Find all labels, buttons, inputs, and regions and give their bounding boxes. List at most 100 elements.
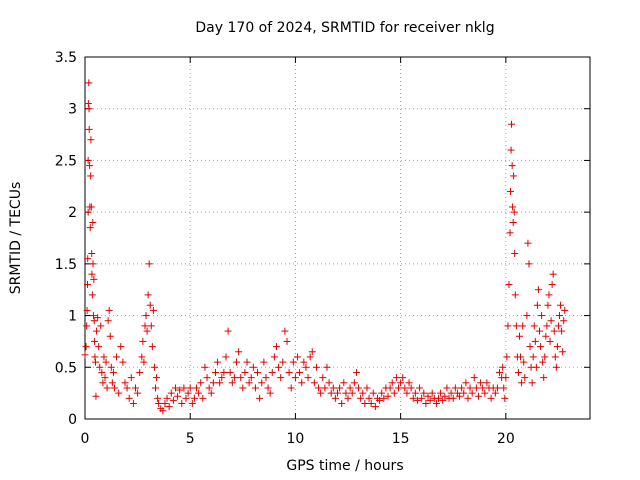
data-point [503,353,511,361]
data-point [165,403,173,411]
data-point [141,322,149,330]
data-point [551,353,559,361]
data-point [458,384,466,392]
data-point [302,363,310,371]
data-point [468,389,476,397]
data-point [508,162,516,170]
data-point [369,389,377,397]
data-point [127,374,135,382]
x-tick-label: 20 [497,431,515,447]
data-point [100,353,108,361]
data-point [96,363,104,371]
data-point [546,337,554,345]
data-point [188,399,196,407]
data-point [235,348,243,356]
data-point [530,322,538,330]
data-point [97,322,105,330]
data-point [321,384,329,392]
data-point [199,394,207,402]
data-point [86,224,94,232]
data-point [516,332,524,340]
data-point [218,374,226,382]
data-point [426,396,434,404]
data-point [211,368,219,376]
data-point [464,394,472,402]
y-tick-label: 2.5 [55,153,77,169]
data-point [84,208,92,216]
data-point [509,218,517,226]
data-point [132,384,139,392]
data-point [352,368,360,376]
data-point [87,203,95,211]
y-tick-label: 3.5 [55,50,77,66]
data-point [388,379,396,387]
grid-lines [85,57,590,419]
data-point [285,368,293,376]
data-point [470,374,478,382]
data-point [298,379,306,387]
data-point [92,358,100,366]
data-point [241,368,249,376]
data-point [315,384,323,392]
data-point [540,374,548,382]
data-point [559,348,567,356]
data-point [92,392,100,400]
data-point [350,379,358,387]
data-point [233,358,240,366]
data-point [108,379,116,387]
data-point [95,343,103,351]
data-point [509,203,517,211]
data-point [474,392,482,400]
data-point [533,301,541,309]
data-point [441,392,449,400]
data-point [538,312,546,320]
data-point [90,317,98,325]
data-point [84,100,92,108]
data-point [89,312,97,320]
data-point [449,394,457,402]
data-point [84,255,92,263]
data-point [281,327,289,335]
data-point [325,379,333,387]
data-point [390,389,398,397]
data-point [86,162,94,170]
data-point [367,399,375,407]
x-tick-label: 10 [287,431,305,447]
data-point [93,327,101,335]
data-point [514,368,522,376]
data-point [437,389,445,397]
data-point [247,374,255,382]
data-point [150,363,158,371]
data-point [136,368,144,376]
data-point [256,394,264,402]
data-point [195,389,203,397]
data-point [142,312,150,320]
data-point [518,379,526,387]
data-point [251,384,259,392]
data-point [258,379,266,387]
data-point [123,384,131,392]
data-point [519,322,527,330]
data-point [101,374,109,382]
data-point [479,384,487,392]
data-point [319,374,327,382]
data-point [88,291,96,299]
data-point [228,379,236,387]
data-point [107,363,115,371]
data-point [554,322,562,330]
data-point [88,250,96,258]
data-point [106,332,114,340]
data-point [548,281,556,289]
data-point [287,384,295,392]
data-point [272,343,280,351]
data-point [517,353,525,361]
data-point [249,363,257,371]
data-point [180,384,188,392]
data-point [555,312,563,320]
x-axis-title: GPS time / hours [286,458,403,474]
data-point [344,394,352,402]
data-point [483,379,491,387]
data-point [413,396,421,404]
data-point [153,374,161,382]
data-point [83,306,91,314]
